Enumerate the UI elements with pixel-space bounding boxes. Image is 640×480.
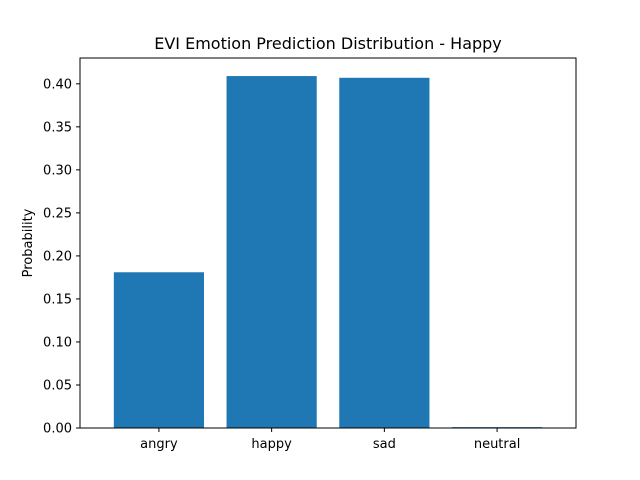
- bars-group: [113, 76, 543, 429]
- y-tick-label: 0.15: [43, 292, 72, 307]
- y-axis-label: Probability: [21, 208, 36, 277]
- y-tick-label: 0.20: [43, 249, 72, 264]
- x-tick-label-neutral: neutral: [474, 437, 521, 452]
- x-tick-label-angry: angry: [140, 437, 178, 452]
- y-tick-label: 0.10: [43, 335, 72, 350]
- x-tick-label-sad: sad: [373, 437, 396, 452]
- bar-happy: [226, 76, 317, 429]
- x-tick-label-happy: happy: [251, 437, 292, 452]
- bar-angry: [113, 272, 204, 428]
- plot-frame: [79, 57, 577, 429]
- y-tick-label: 0.30: [43, 163, 72, 178]
- y-axis-ticks: 0.00 0.05 0.10 0.15 0.20 0.25 0.30 0.35 0.40: [43, 77, 80, 437]
- y-tick-label: 0.25: [43, 206, 72, 221]
- y-tick-label: 0.05: [43, 378, 72, 393]
- bar-sad: [339, 77, 430, 428]
- x-axis-ticks: angry happy sad neutral: [140, 428, 520, 452]
- y-tick-label: 0.00: [43, 422, 72, 437]
- y-tick-label: 0.35: [43, 120, 72, 135]
- y-tick-label: 0.40: [43, 77, 72, 92]
- chart-title: EVI Emotion Prediction Distribution - Ha…: [154, 34, 502, 53]
